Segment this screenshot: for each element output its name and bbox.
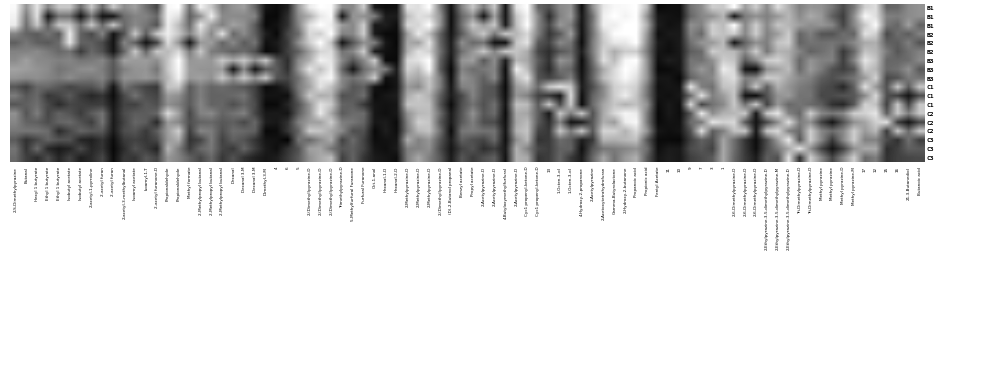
Text: Propyl acetate: Propyl acetate	[471, 167, 475, 196]
Text: Propionic acid: Propionic acid	[645, 167, 649, 196]
Text: Ethyl 1 butyrate: Ethyl 1 butyrate	[46, 167, 50, 200]
Text: 2-acetyl-1-pyrroline: 2-acetyl-1-pyrroline	[90, 167, 94, 207]
Text: Methyl pyrazine: Methyl pyrazine	[820, 167, 824, 200]
Text: 2-6-Dimethylpyrazine-D: 2-6-Dimethylpyrazine-D	[732, 167, 736, 216]
Text: 2-Methylpropyl butanal: 2-Methylpropyl butanal	[199, 167, 203, 215]
Text: 16: 16	[896, 167, 900, 172]
Text: 2-Ethylpyrazine-3-5-dimethylpyrazine-D: 2-Ethylpyrazine-3-5-dimethylpyrazine-D	[765, 167, 769, 249]
Text: Dimethyl-3-M: Dimethyl-3-M	[264, 167, 268, 195]
Text: Butanal: Butanal	[24, 167, 28, 183]
Text: Methyl formate: Methyl formate	[188, 167, 192, 198]
Text: 5: 5	[297, 167, 301, 169]
Text: Tri-Dimethylpyrazine-D: Tri-Dimethylpyrazine-D	[798, 167, 802, 214]
Text: Methyl pyrazine-M: Methyl pyrazine-M	[852, 167, 856, 205]
Text: Furfural Furanone: Furfural Furanone	[362, 167, 366, 203]
Text: 4-Hydroxy-2-propanone: 4-Hydroxy-2-propanone	[580, 167, 584, 215]
Text: 5-Methylfurfural Furanone: 5-Methylfurfural Furanone	[351, 167, 355, 221]
Text: 11: 11	[667, 167, 671, 172]
Text: Fentyl Acetate: Fentyl Acetate	[656, 167, 660, 196]
Text: Oct-1-anol: Oct-1-anol	[373, 167, 377, 188]
Text: Ethyl 1 butyrate: Ethyl 1 butyrate	[57, 167, 61, 200]
Text: 13: 13	[547, 167, 551, 172]
Text: Tri-Dimethylpyrazine-D: Tri-Dimethylpyrazine-D	[809, 167, 813, 214]
Text: 21-3-Butanediol: 21-3-Butanediol	[907, 167, 911, 199]
Text: 2-S-Dimethylpyrazine: 2-S-Dimethylpyrazine	[13, 167, 17, 212]
Text: 4-Butyloxymethylfurfural: 4-Butyloxymethylfurfural	[504, 167, 508, 219]
Text: Gamma-Butyrolactone: Gamma-Butyrolactone	[613, 167, 617, 213]
Text: 2-acetyl furanone-D: 2-acetyl furanone-D	[155, 167, 159, 208]
Text: Decanal 3-M: Decanal 3-M	[253, 167, 257, 192]
Text: 3: 3	[711, 167, 715, 169]
Text: Trimethylpyrazine-D: Trimethylpyrazine-D	[340, 167, 344, 208]
Text: 12: 12	[874, 167, 878, 172]
Text: 2-Methylpyrazine-D: 2-Methylpyrazine-D	[406, 167, 410, 207]
Text: Hexanal-2-D: Hexanal-2-D	[395, 167, 399, 192]
Text: Isobutyl acetate: Isobutyl acetate	[68, 167, 72, 200]
Text: 2-(Dimethyl)pyrazine-D: 2-(Dimethyl)pyrazine-D	[329, 167, 333, 215]
Text: 1-Octen-3-ol: 1-Octen-3-ol	[558, 167, 562, 193]
Text: 2-Acetylpyrazine: 2-Acetylpyrazine	[591, 167, 595, 201]
Text: Propionaldehyde: Propionaldehyde	[177, 167, 181, 201]
Text: Butanoic acid: Butanoic acid	[918, 167, 922, 195]
Text: 2-Ethylpyrazine-3-5-dimethylpyrazine-D: 2-Ethylpyrazine-3-5-dimethylpyrazine-D	[787, 167, 791, 249]
Text: 2-acetyl-3-methylbutanal: 2-acetyl-3-methylbutanal	[122, 167, 126, 219]
Text: Hexanal-1-D: Hexanal-1-D	[384, 167, 388, 192]
Text: Cyc1 propenyl-ketone-D: Cyc1 propenyl-ketone-D	[536, 167, 540, 217]
Text: 15: 15	[885, 167, 889, 172]
Text: Methyl pyrazine-D: Methyl pyrazine-D	[841, 167, 845, 204]
Text: Isobutyl acetate: Isobutyl acetate	[79, 167, 83, 200]
Text: 2-(Dimethyl)pyrazine-D: 2-(Dimethyl)pyrazine-D	[308, 167, 312, 215]
Text: Cyc1 propenyl-ketone-D: Cyc1 propenyl-ketone-D	[525, 167, 529, 217]
Text: 2-6-Dimethylpyrazine-D: 2-6-Dimethylpyrazine-D	[754, 167, 758, 216]
Text: 2-Methylpropyl butanal: 2-Methylpropyl butanal	[220, 167, 224, 215]
Text: Propanoic acid: Propanoic acid	[634, 167, 638, 197]
Text: 10: 10	[678, 167, 682, 172]
Text: Isoamyl-1-T: Isoamyl-1-T	[144, 167, 148, 190]
Text: 2-Hydroxy-2-butanone: 2-Hydroxy-2-butanone	[623, 167, 627, 213]
Text: 1: 1	[721, 167, 725, 169]
Text: 2-acetyl furan: 2-acetyl furan	[111, 167, 115, 196]
Text: 2-acetyl furan: 2-acetyl furan	[101, 167, 105, 196]
Text: 6: 6	[286, 167, 290, 169]
Text: Decanal: Decanal	[231, 167, 235, 183]
Text: Propionaldehyde: Propionaldehyde	[166, 167, 170, 201]
Text: 2-Methylpyrazine-D: 2-Methylpyrazine-D	[416, 167, 420, 207]
Text: 17: 17	[863, 167, 867, 172]
Text: 2-Acetylpyrazine-D: 2-Acetylpyrazine-D	[493, 167, 497, 206]
Text: 7: 7	[700, 167, 704, 169]
Text: 2-Ethylpyrazine-3-5-dimethylpyrazine-M: 2-Ethylpyrazine-3-5-dimethylpyrazine-M	[776, 167, 780, 250]
Text: Hexyl 1 butyrate: Hexyl 1 butyrate	[35, 167, 39, 201]
Text: Benzyl acetate: Benzyl acetate	[460, 167, 464, 197]
Text: (D)-2-Butanol propanal: (D)-2-Butanol propanal	[449, 167, 453, 214]
Text: Isoamyl acetate: Isoamyl acetate	[133, 167, 137, 199]
Text: 2-Acetylpyrazine-D: 2-Acetylpyrazine-D	[515, 167, 519, 206]
Text: Methyl pyrazine: Methyl pyrazine	[830, 167, 834, 200]
Text: 2-Acetoxytetrahydrofuran: 2-Acetoxytetrahydrofuran	[602, 167, 606, 220]
Text: 1-Octen-3-ol: 1-Octen-3-ol	[569, 167, 573, 193]
Text: 2-Methylpropyl butanal: 2-Methylpropyl butanal	[210, 167, 214, 215]
Text: 2-Acetylpyrazine-D: 2-Acetylpyrazine-D	[482, 167, 486, 206]
Text: 2-(Dimethyl)pyrazine-D: 2-(Dimethyl)pyrazine-D	[318, 167, 322, 215]
Text: 2-6-Dimethylpyrazine-D: 2-6-Dimethylpyrazine-D	[743, 167, 747, 216]
Text: 4: 4	[275, 167, 279, 169]
Text: 2-(Dimethyl)pyrazine-D: 2-(Dimethyl)pyrazine-D	[438, 167, 442, 215]
Text: Decanal 3-M: Decanal 3-M	[242, 167, 246, 192]
Text: 2-Methylpyrazine-D: 2-Methylpyrazine-D	[427, 167, 431, 207]
Text: 9: 9	[689, 167, 693, 169]
